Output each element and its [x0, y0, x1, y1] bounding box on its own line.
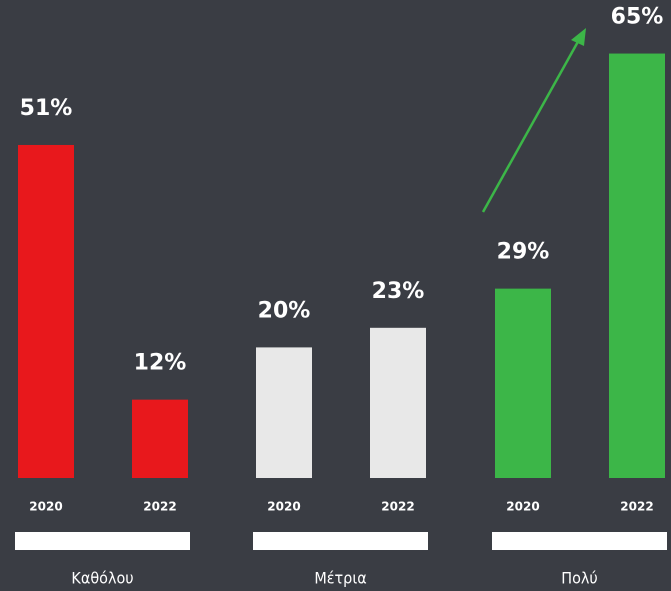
- year-label: 2020: [506, 500, 539, 514]
- category-underline: [253, 532, 428, 550]
- category-label: Καθόλου: [71, 569, 133, 588]
- year-label: 2022: [381, 500, 414, 514]
- value-label: 29%: [497, 240, 550, 265]
- category-label: Μέτρια: [314, 569, 366, 588]
- category-underline: [492, 532, 667, 550]
- bar: [370, 327, 426, 478]
- bar: [609, 53, 665, 479]
- value-label: 51%: [20, 96, 73, 121]
- value-label: 65%: [611, 5, 664, 30]
- bar: [18, 144, 74, 478]
- bar: [132, 399, 188, 478]
- bar: [256, 347, 312, 478]
- category-label: Πολύ: [561, 569, 597, 588]
- year-label: 2020: [29, 500, 62, 514]
- year-label: 2022: [620, 500, 653, 514]
- year-label: 2020: [267, 500, 300, 514]
- value-label: 20%: [258, 298, 311, 323]
- category-underline: [15, 532, 190, 550]
- bar: [495, 288, 551, 478]
- year-label: 2022: [143, 500, 176, 514]
- trend-arrow: [481, 28, 586, 213]
- value-label: 23%: [372, 279, 425, 304]
- value-label: 12%: [134, 351, 187, 376]
